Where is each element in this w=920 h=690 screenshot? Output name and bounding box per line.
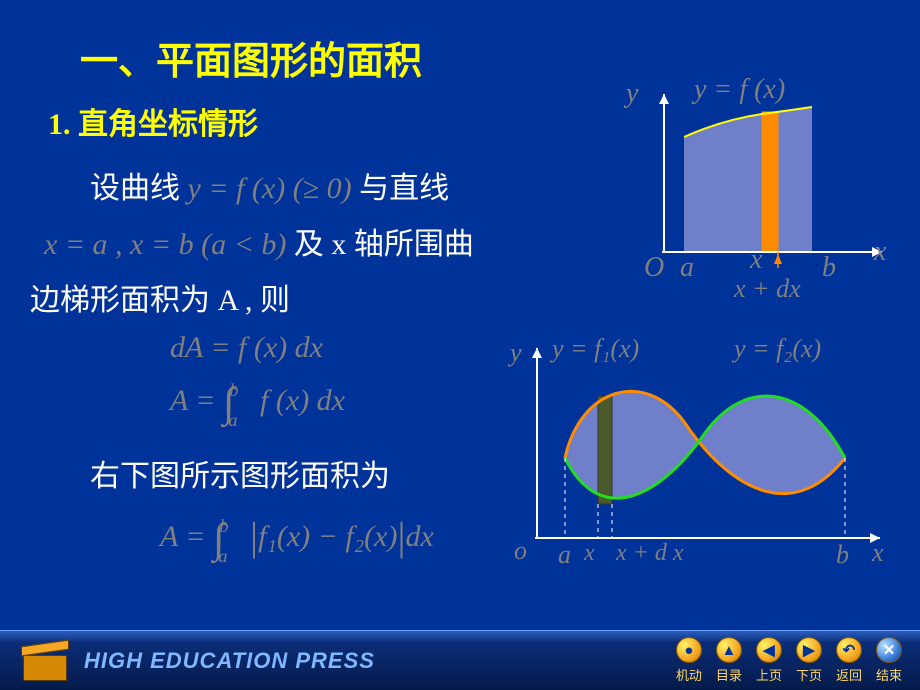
nav-next-button[interactable]: ▶ 下页: [796, 637, 822, 684]
nav-back-label: 返回: [836, 665, 862, 684]
footer-nav: ● 机动 ▲ 目录 ◀ 上页 ▶ 下页 ↶ 返回 ✕ 结束: [676, 637, 902, 684]
int1-b: b: [230, 380, 239, 400]
eq-A1-lhs: A =: [170, 384, 216, 417]
nav-next-label: 下页: [796, 665, 822, 684]
c2-f2-label: y = f₂(x): [734, 334, 821, 364]
c2-o: o: [514, 536, 527, 566]
c1-xtick: x: [750, 244, 762, 276]
int2-a: a: [219, 546, 228, 566]
nav-next-icon: ▶: [796, 637, 822, 663]
eq-A2-lhs: A =: [160, 520, 206, 553]
nav-back-button[interactable]: ↶ 返回: [836, 637, 862, 684]
nav-prev-button[interactable]: ◀ 上页: [756, 637, 782, 684]
eq-curve: y = f (x) (≥ 0): [188, 172, 352, 205]
nav-prev-label: 上页: [756, 665, 782, 684]
nav-end-button[interactable]: ✕ 结束: [876, 637, 902, 684]
line1-post: 与直线: [359, 172, 449, 205]
int1-a: a: [229, 410, 238, 430]
c2-a: a: [558, 540, 571, 570]
c1-a: a: [680, 252, 694, 284]
eq-A2-dx: dx: [405, 520, 433, 553]
nav-toc-icon: ▲: [716, 637, 742, 663]
line2-post: 及 x 轴所围曲: [294, 228, 474, 261]
eq-A1-body: f (x) dx: [260, 384, 345, 417]
line1-pre: 设曲线: [90, 172, 180, 205]
c1-b: b: [822, 252, 836, 284]
c2-f1-label: y = f₁(x): [552, 334, 639, 364]
eq-dA-text: dA = f (x) dx: [170, 331, 323, 364]
c2-xdx: x + d x: [616, 540, 684, 567]
c2-b: b: [836, 540, 849, 570]
c2-y-label: y: [510, 338, 522, 368]
eq-A2-body: f₁(x) − f₂(x): [258, 520, 397, 553]
nav-toc-button[interactable]: ▲ 目录: [716, 637, 742, 684]
nav-back-icon: ↶: [836, 637, 862, 663]
logo-icon: [18, 639, 72, 683]
c1-xdx: x + dx: [734, 274, 801, 304]
nav-end-icon: ✕: [876, 637, 902, 663]
int2-b: b: [220, 516, 229, 536]
eq-bounds: x = a , x = b (a < b): [44, 228, 286, 261]
slide-body: 一、平面图形的面积 1. 直角坐标情形 设曲线 y = f (x) (≥ 0) …: [0, 0, 920, 630]
c1-y-label: y: [626, 78, 638, 110]
c2-x-label: x: [872, 538, 884, 568]
c1-o: O: [644, 252, 664, 284]
c2-xtick: x: [584, 540, 595, 567]
c1-x-label: x: [874, 236, 886, 268]
chart-top: y y = f (x) x O a x b x + dx: [622, 82, 900, 302]
brand-text: HIGH EDUCATION PRESS: [84, 648, 375, 674]
footer-bar: HIGH EDUCATION PRESS ● 机动 ▲ 目录 ◀ 上页 ▶ 下页 ↶ 返回 ✕ 结束: [0, 630, 920, 690]
c1-fx-label: y = f (x): [694, 74, 785, 106]
nav-toc-label: 目录: [716, 665, 742, 684]
chart-bottom: y y = f₁(x) y = f₂(x) x o a x x + d x b: [480, 328, 900, 598]
nav-end-label: 结束: [876, 665, 902, 684]
nav-motion-icon: ●: [676, 637, 702, 663]
nav-motion-label: 机动: [676, 665, 702, 684]
nav-motion-button[interactable]: ● 机动: [676, 637, 702, 684]
nav-prev-icon: ◀: [756, 637, 782, 663]
